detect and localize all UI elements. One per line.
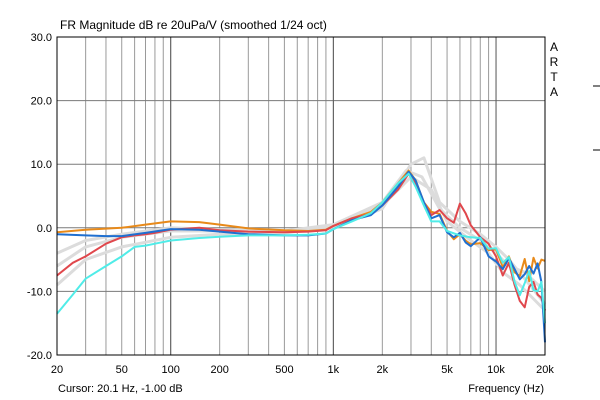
y-tick-label: 20.0	[31, 96, 52, 108]
chart-title: FR Magnitude dB re 20uPa/V (smoothed 1/2…	[60, 18, 327, 32]
brand-letter: R	[549, 55, 559, 69]
curve-blue	[56, 170, 546, 343]
arta-brand-letters: A R T A	[548, 40, 560, 100]
x-tick-label: 500	[275, 364, 293, 376]
major-gridlines	[57, 36, 545, 356]
y-tick-label: 30.0	[31, 32, 52, 44]
x-tick-label: 20k	[536, 364, 554, 376]
x-tick-labels: 20 50 100 200 500 1k 2k 5k 10k 20k	[51, 364, 554, 376]
cursor-readout: Cursor: 20.1 Hz, -1.00 dB	[58, 383, 183, 395]
y-tick-labels: 30.0 20.0 10.0 0.0 -10.0 -20.0	[27, 32, 52, 362]
curve-cyan	[56, 172, 546, 324]
x-tick-label: 50	[116, 364, 128, 376]
x-tick-label: 2k	[377, 364, 389, 376]
x-tick-label: 20	[51, 364, 63, 376]
brand-letter: A	[549, 85, 558, 99]
minor-gridlines	[56, 37, 546, 355]
right-margin-marks	[593, 85, 600, 151]
x-tick-label: 100	[162, 364, 180, 376]
brand-letter: A	[549, 40, 558, 54]
x-axis-label: Frequency (Hz)	[468, 383, 544, 395]
response-curves	[56, 156, 547, 343]
x-tick-label: 10k	[487, 364, 505, 376]
x-tick-label: 1k	[328, 364, 340, 376]
plot-frame	[56, 36, 546, 356]
y-tick-label: -10.0	[27, 286, 52, 298]
brand-letter: T	[550, 70, 558, 84]
x-tick-label: 200	[210, 364, 228, 376]
y-tick-label: 10.0	[31, 159, 52, 171]
curve-red	[56, 172, 546, 311]
x-tick-label: 5k	[441, 364, 453, 376]
y-tick-label: -20.0	[27, 350, 52, 362]
curve-ref-gray-2	[56, 156, 547, 306]
y-tick-label: 0.0	[37, 223, 52, 235]
